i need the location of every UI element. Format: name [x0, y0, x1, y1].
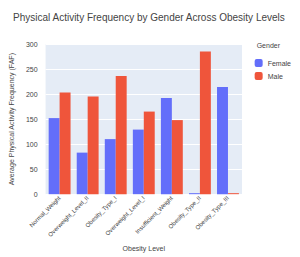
svg-text:Insufficient_Weight: Insufficient_Weight — [134, 195, 174, 235]
svg-text:Obesity_Type_III: Obesity_Type_III — [194, 195, 230, 231]
svg-text:Overweight_Level_II: Overweight_Level_II — [47, 195, 90, 238]
svg-text:Physical Activity Frequency by: Physical Activity Frequency by Gender Ac… — [13, 12, 285, 23]
svg-text:250: 250 — [26, 66, 38, 73]
svg-text:Male: Male — [268, 73, 283, 80]
svg-text:Obesity_Type_II: Obesity_Type_II — [167, 195, 202, 230]
svg-text:300: 300 — [26, 41, 38, 48]
svg-text:50: 50 — [30, 166, 38, 173]
svg-text:Gender: Gender — [257, 42, 281, 49]
svg-text:200: 200 — [26, 91, 38, 98]
svg-text:Average Physical Activity Freq: Average Physical Activity Frequency (FAF… — [8, 53, 16, 185]
svg-text:0: 0 — [34, 191, 38, 198]
svg-text:100: 100 — [26, 141, 38, 148]
svg-text:Obesity Level: Obesity Level — [123, 245, 166, 253]
svg-text:Overweight_Level_I: Overweight_Level_I — [104, 195, 146, 237]
svg-text:Female: Female — [268, 60, 291, 67]
svg-text:150: 150 — [26, 116, 38, 123]
svg-text:Normal_Weight: Normal_Weight — [28, 195, 62, 229]
svg-text:Obesity_Type_I: Obesity_Type_I — [84, 195, 118, 229]
